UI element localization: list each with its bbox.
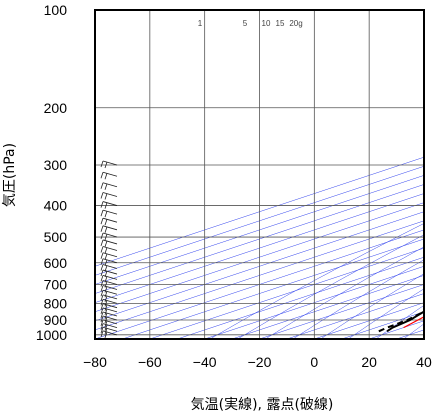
- wind-barb: [100, 171, 118, 180]
- isotherm-line: [95, 166, 424, 276]
- x-tick-label: 0: [310, 354, 318, 370]
- isotherm-line: [423, 338, 424, 339]
- dry-adiabat: [237, 234, 424, 339]
- plot-frame: [94, 9, 425, 340]
- x-tick-label: 40: [416, 354, 432, 370]
- x-axis-label: 気温(実線), 露点(破線): [191, 397, 334, 412]
- wind-barb: [100, 225, 118, 233]
- dewpoint-line: [378, 310, 424, 333]
- dry-adiabat: [292, 259, 424, 339]
- y-tick-label: 500: [44, 229, 68, 245]
- x-ticks: −80 −60 −40 −20 0 20 40: [83, 354, 432, 370]
- wind-barb: [100, 160, 118, 169]
- y-axis-label: 気圧(hPa): [2, 143, 18, 207]
- dry-adiabat: [375, 305, 424, 339]
- wind-barb: [100, 269, 118, 278]
- wind-barb: [100, 239, 118, 248]
- mixing-ratio-label: 1: [198, 19, 203, 28]
- isotherm-line: [95, 220, 424, 331]
- wind-barb: [100, 330, 118, 338]
- isotherm-line: [95, 211, 424, 322]
- data-series: [378, 310, 424, 333]
- x-tick-label: −80: [83, 354, 107, 370]
- dry-adiabat: [265, 246, 424, 339]
- wind-barb: [100, 274, 118, 283]
- isotherm-line: [286, 293, 424, 339]
- wind-barb: [100, 209, 118, 218]
- mixing-ratio-label: 5: [243, 19, 248, 28]
- y-tick-label: 800: [44, 295, 68, 311]
- isotherm-line: [122, 238, 424, 339]
- isotherm-line: [204, 266, 424, 339]
- isotherm-line: [232, 275, 424, 339]
- dry-adiabat: [431, 10, 435, 339]
- isotherm-line: [314, 302, 424, 339]
- y-tick-label: 200: [44, 100, 68, 116]
- y-tick-label: 100: [44, 2, 68, 18]
- wind-barb: [100, 217, 118, 226]
- wind-barb: [100, 246, 118, 254]
- wind-barb: [100, 319, 118, 327]
- isotherm-line: [149, 247, 424, 339]
- grid: [94, 9, 425, 339]
- wind-barb: [100, 315, 118, 324]
- x-tick-label: −60: [138, 354, 162, 370]
- y-tick-label: 400: [44, 198, 68, 214]
- mixing-ratio-label: 10: [262, 19, 271, 28]
- wind-barb: [100, 192, 118, 200]
- y-tick-label: 300: [44, 157, 68, 173]
- x-tick-label: −40: [193, 354, 217, 370]
- wind-barb: [100, 323, 118, 331]
- y-tick-label: 700: [44, 277, 68, 293]
- wind-barb: [100, 182, 118, 190]
- dry-adiabat: [348, 288, 424, 339]
- wind-barbs: [100, 160, 118, 338]
- isotherm-line: [369, 320, 424, 339]
- y-tick-label: 600: [44, 255, 68, 271]
- dry-adiabat: [320, 273, 424, 339]
- mixing-ratio-label: 15: [276, 19, 285, 28]
- mixing-ratio-labels: 1 5 10 15 20g: [198, 19, 303, 28]
- mixing-ratio-label: 20g: [289, 19, 302, 28]
- wind-barb: [100, 201, 118, 209]
- isotherm-line: [341, 311, 424, 339]
- parcel-line: [403, 316, 424, 329]
- y-tick-label: 1000: [36, 327, 67, 343]
- wind-barb: [100, 232, 118, 241]
- wind-barb: [100, 326, 118, 335]
- x-tick-label: 20: [361, 354, 377, 370]
- x-tick-label: −20: [248, 354, 272, 370]
- y-tick-label: 900: [44, 312, 68, 328]
- isotherm-line: [95, 229, 424, 339]
- isotherm-line: [396, 329, 424, 339]
- dry-adiabat: [209, 223, 424, 339]
- isotherm-line: [95, 156, 424, 267]
